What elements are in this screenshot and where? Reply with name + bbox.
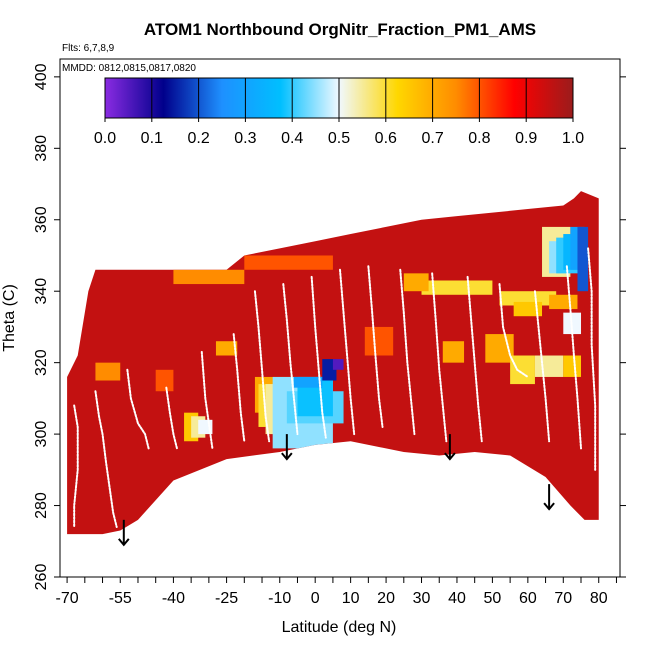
heatmap-cell: [563, 355, 582, 377]
heatmap-cell: [549, 294, 578, 310]
x-tick-label: -70: [56, 590, 79, 607]
colorbar-tick-label: 0.0: [94, 130, 116, 147]
x-tick-label: 70: [554, 590, 572, 607]
flight-track-segment: [587, 247, 597, 471]
y-tick-label: 400: [33, 63, 50, 90]
heatmap-cell: [95, 362, 121, 381]
x-axis-label: Latitude (deg N): [282, 619, 397, 636]
y-tick-label: 300: [33, 421, 50, 448]
y-tick-label: 260: [33, 564, 50, 591]
heatmap-cells: [95, 226, 589, 449]
x-tick-label: 40: [448, 590, 466, 607]
colorbar-tick-label: 0.8: [468, 130, 490, 147]
flight-track-segment: [533, 290, 551, 443]
flight-track-segment: [339, 268, 356, 436]
heatmap-cell: [421, 280, 493, 295]
y-axis-label: Theta (C): [1, 284, 18, 352]
colorbar-tick-label: 0.1: [141, 130, 163, 147]
colorbar-tick-label: 0.9: [515, 130, 537, 147]
flight-track-segment: [367, 265, 384, 428]
colorbar-tick-label: 0.3: [234, 130, 256, 147]
x-tick-label: 30: [413, 590, 431, 607]
heatmap-cell: [442, 341, 465, 363]
plot-frame: [59, 58, 621, 578]
heatmap-cell: [485, 334, 514, 363]
dates-note: MMDD: 0812,0815,0817,0820: [62, 63, 196, 74]
flight-track-segment: [94, 390, 118, 528]
heatmap-cell: [577, 226, 589, 292]
heatmap-cell: [244, 255, 333, 270]
x-tick-label: 20: [377, 590, 395, 607]
heatmap-cell: [322, 359, 337, 381]
arrow-head: [281, 452, 293, 461]
x-tick-label: -55: [109, 590, 132, 607]
x-tick-label: 80: [590, 590, 608, 607]
flight-track-segment: [253, 290, 271, 443]
colorbar-tick-label: 1.0: [562, 130, 584, 147]
flight-track-segment: [200, 350, 214, 450]
flight-track-segment: [73, 404, 79, 528]
flight-track-segment: [399, 268, 416, 436]
colorbar-tick-label: 0.6: [375, 130, 397, 147]
arrow-head: [118, 538, 130, 547]
arrow-head: [543, 502, 555, 511]
x-axis: -70 -55 -40 -25 -10 0 10 20 30 40 50 60 70 80: [56, 577, 617, 607]
flights-note: Flts: 6,7,8,9: [62, 43, 115, 54]
flight-track-segment: [232, 333, 246, 443]
flight-track-segment: [282, 283, 299, 436]
chart-title: ATOM1 Northbound OrgNitr_Fraction_PM1_AM…: [144, 20, 536, 39]
heatmap-cell: [534, 355, 564, 377]
heatmap-cell: [293, 376, 323, 388]
x-tick-label: -40: [162, 590, 185, 607]
heatmap-cell: [332, 359, 344, 370]
colorbar-tick-label: 0.4: [281, 130, 303, 147]
x-tick-label: -10: [268, 590, 291, 607]
y-axis: 260 280 300 320 340 360 380 400: [33, 63, 626, 590]
x-tick-label: 50: [484, 590, 502, 607]
heatmap-cell: [513, 301, 543, 317]
flight-track-segment: [498, 283, 529, 378]
x-tick-label: 10: [342, 590, 360, 607]
heatmap-cell: [510, 355, 535, 385]
heatmap-cell: [215, 341, 238, 356]
arrows: [118, 434, 555, 547]
flight-track-segment: [165, 386, 178, 450]
flight-track-segment: [126, 368, 150, 450]
flight-track-segment: [565, 265, 583, 450]
colorbar-tick-label: 0.7: [421, 130, 443, 147]
heatmap-cell: [364, 326, 394, 356]
y-tick-label: 360: [33, 206, 50, 233]
y-tick-label: 280: [33, 492, 50, 519]
flight-track-segment: [466, 275, 483, 443]
colorbar: 0.0 0.1 0.2 0.3 0.4 0.5 0.6 0.7 0.8 0.9 1.0: [94, 77, 584, 147]
x-tick-label: 60: [519, 590, 537, 607]
flight-track: [73, 247, 597, 528]
heatmap-cell: [403, 273, 429, 292]
y-tick-label: 380: [33, 135, 50, 162]
x-tick-label: -25: [215, 590, 238, 607]
y-tick-label: 320: [33, 349, 50, 376]
y-tick-label: 340: [33, 278, 50, 305]
flight-track-segment: [310, 275, 327, 439]
flight-track-segment: [431, 272, 448, 443]
colorbar-tick-label: 0.5: [328, 130, 350, 147]
x-tick-label: 0: [311, 590, 320, 607]
plot-content: [67, 191, 599, 547]
heatmap-cell: [173, 269, 245, 285]
arrow-head: [444, 452, 456, 461]
heatmap-cell: [155, 369, 174, 392]
colorbar-tick-label: 0.2: [187, 130, 209, 147]
